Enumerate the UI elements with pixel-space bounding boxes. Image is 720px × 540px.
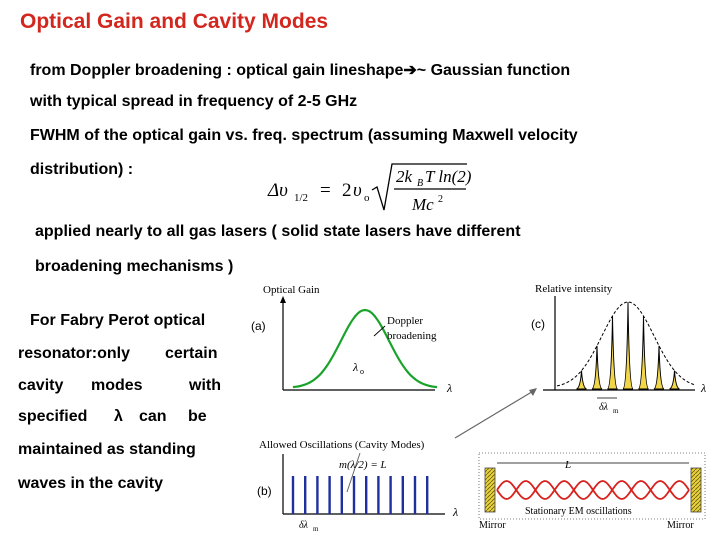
standing-wave-2 (496, 480, 690, 500)
panel-a-optical-gain: Optical Gain (a) Doppler broadening λ o … (251, 284, 452, 395)
panel-a-center-label: λ (352, 360, 358, 374)
panel-a-center-sub: o (360, 367, 364, 376)
mirror-right-block (690, 467, 702, 513)
cavity-frame (478, 452, 706, 520)
formula-numerator-sub: B (417, 178, 423, 189)
panel-a-label: (a) (251, 319, 266, 333)
formula-equals: = (320, 180, 331, 201)
panel-c-label: (c) (531, 317, 545, 331)
panel-c-axis-title: Relative intensity (535, 283, 613, 295)
cavity-caption: Stationary EM oscillations (525, 506, 632, 517)
panel-a-annotation-2: broadening (387, 330, 437, 342)
panel-a-annotation-1: Doppler (387, 315, 423, 327)
cavity-standing-wave: L Stationary EM oscillations Mirror Mirr… (478, 452, 706, 531)
panel-b-axis-title: Allowed Oscillations (Cavity Modes) (259, 439, 425, 451)
panel-c-peak (622, 301, 634, 390)
panel-c-peak (653, 345, 665, 390)
side-word-resonator: resonator:only (18, 345, 131, 362)
text-line-fwhm: FWHM of the optical gain vs. freq. spect… (30, 127, 578, 144)
side-word-with: with (189, 377, 221, 394)
formula-denominator: Mc (411, 195, 434, 214)
panel-c-spacing-sub: m (613, 407, 619, 415)
text-line-distribution: distribution) : (30, 161, 134, 178)
formula-sqrt-sign (371, 163, 467, 211)
arrow-b-to-c-head (529, 388, 537, 396)
formula-denominator-sup: 2 (438, 194, 443, 205)
mirror-left-block (484, 467, 496, 513)
page-title: Optical Gain and Cavity Modes (20, 10, 329, 33)
panel-b-condition: m(λ/2) = L (339, 459, 387, 471)
mirror-right-label: Mirror (667, 520, 694, 531)
text-line-1a: from Doppler broadening : optical gain l… (30, 62, 404, 79)
panel-c-mode-peaks (576, 301, 680, 390)
formula-lhs: Δυ (267, 180, 288, 201)
side-word-certain: certain (165, 345, 218, 362)
right-arrow-icon: ➔ (403, 62, 417, 79)
formula-numerator: 2k (396, 167, 413, 186)
panel-b-cavity-modes: Allowed Oscillations (Cavity Modes) (b) … (257, 439, 458, 533)
side-word-be: be (188, 408, 207, 425)
panel-a-x-label: λ (446, 381, 452, 395)
panel-a-gaussian-curve (292, 308, 438, 389)
side-text-line-6: waves in the cavity (18, 475, 163, 492)
text-line-mechanisms: broadening mechanisms ) (35, 258, 234, 275)
panel-a-axis-title: Optical Gain (263, 284, 320, 296)
panel-b-spacing-sub: m (313, 525, 319, 533)
panel-c-relative-intensity: Relative intensity (c) δλ m λ (531, 283, 706, 415)
side-text-line-5: maintained as standing (18, 441, 196, 458)
fwhm-formula: Δυ 1/2 = 2 υ o 2k B T ln(2) Mc 2 (267, 163, 472, 214)
panel-c-peak (576, 370, 587, 390)
text-line-gain-lineshape: from Doppler broadening : optical gain l… (30, 60, 570, 80)
cavity-modes-figure: Optical Gain (a) Doppler broadening λ o … (251, 283, 706, 533)
side-word-lambda: λ (114, 408, 123, 425)
text-line-spread: with typical spread in frequency of 2-5 … (30, 93, 358, 110)
side-word-specified: specified (18, 408, 88, 425)
side-word-cavity: cavity (18, 377, 64, 394)
arrow-b-to-c (454, 389, 536, 439)
text-line-applied: applied nearly to all gas lasers ( solid… (35, 223, 521, 240)
formula-v: υ (353, 180, 362, 201)
panel-c-peak (591, 345, 603, 390)
panel-c-peak (607, 315, 618, 390)
formula-numerator-rest: T ln(2) (425, 167, 472, 186)
panel-b-spacing-label: δλ (299, 520, 309, 531)
formula-two: 2 (342, 180, 352, 201)
side-text-line-3: cavity modes with (18, 377, 228, 397)
panel-a-y-arrowhead (280, 296, 286, 303)
panel-c-peak (638, 315, 649, 390)
panel-b-mode-lines (291, 476, 429, 514)
side-text-line-2: resonator:only certain (18, 345, 217, 363)
panel-c-peak (669, 370, 680, 390)
side-text-line-4: specified λ can be (18, 408, 228, 428)
side-word-modes: modes (91, 377, 143, 394)
mirror-left-label: Mirror (479, 520, 506, 531)
panel-b-label: (b) (257, 484, 272, 498)
panel-c-gain-envelope (556, 301, 696, 387)
formula-lhs-sub: 1/2 (294, 192, 308, 204)
arrow-condition-pointer (346, 452, 361, 493)
cavity-length-label: L (564, 459, 571, 471)
panel-c-x-label: λ (700, 381, 706, 395)
formula-v-sub: o (364, 192, 370, 204)
panel-b-x-label: λ (452, 505, 458, 519)
panel-a-annotation-pointer (373, 325, 386, 337)
side-text-line-1: For Fabry Perot optical (30, 312, 206, 329)
side-word-can: can (139, 408, 167, 425)
panel-c-spacing-label: δλ (599, 402, 609, 413)
text-line-1b: ~ Gaussian function (416, 62, 571, 79)
